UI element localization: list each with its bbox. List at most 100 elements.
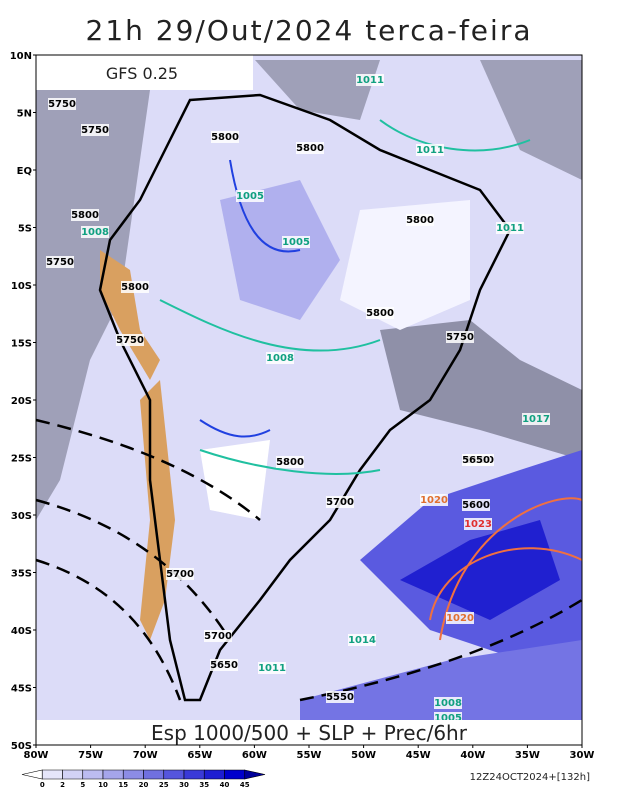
contour-label-bg <box>236 190 264 202</box>
contour-label-bg <box>81 124 109 136</box>
contour-label-bg <box>116 334 144 346</box>
precip-grey <box>255 60 380 120</box>
contour-label: 5800 <box>71 210 99 221</box>
lat-label: 20S <box>11 396 32 407</box>
contour-label: 5600 <box>462 500 490 511</box>
contour-label: 1020 <box>446 613 474 624</box>
contour-label-bg <box>211 131 239 143</box>
run-info: 12Z24OCT2024+[132h] <box>470 772 590 783</box>
contour-label-bg <box>296 142 324 154</box>
map-area: 5750 5750 5800 5800 5800 5800 5750 5800 5750 5750… <box>35 54 583 746</box>
lon-label: 80W <box>24 750 49 761</box>
contour-label: 1011 <box>496 223 524 234</box>
contour-label: 5800 <box>406 215 434 226</box>
lat-label: 40S <box>11 626 32 637</box>
title: 21h 29/Out/2024 terca-feira <box>86 14 533 47</box>
caption: Esp 1000/500 + SLP + Prec/6hr <box>151 721 468 745</box>
isobar <box>159 119 531 475</box>
coastline <box>98 93 512 702</box>
colorbar-swatch <box>62 769 84 780</box>
contour-label: 1020 <box>420 495 448 506</box>
contour-label-bg <box>282 236 310 248</box>
contour-label: 1011 <box>416 145 444 156</box>
lon-label: 55W <box>297 750 322 761</box>
contour-label-bg <box>406 214 434 226</box>
precip-blue <box>300 640 582 720</box>
colorbar-label: 5 <box>80 781 85 789</box>
lon-label: 35W <box>515 750 540 761</box>
contour-labels: 5750 5750 5800 5800 5800 5800 5750 5800 5750 5750… <box>46 74 550 724</box>
lat-label: 5S <box>18 224 32 235</box>
colorbar-label: 0 <box>40 781 45 789</box>
contour-label-bg <box>462 499 490 511</box>
colorbar-swatch <box>183 769 205 780</box>
model-box <box>36 55 253 90</box>
contour-label: 5800 <box>296 143 324 154</box>
contour-label: 5750 <box>48 99 76 110</box>
contour-label-bg <box>266 352 294 364</box>
precip-grey <box>36 90 150 520</box>
colorbar-label: 30 <box>179 781 189 789</box>
contour-label: 5700 <box>204 631 232 642</box>
lat-label: EQ <box>17 166 32 177</box>
contour-label-bg <box>46 256 74 268</box>
andes <box>100 250 160 380</box>
isobar <box>429 497 583 641</box>
lon-label: 45W <box>406 750 431 761</box>
colorbar-swatch <box>102 769 124 780</box>
lat-label: 50S <box>11 741 32 752</box>
contour-label: 5650 <box>462 455 490 466</box>
contour-label-bg <box>210 659 238 671</box>
lon-label: 75W <box>78 750 103 761</box>
contour-label: 1005 <box>236 191 264 202</box>
colorbar-swatch <box>122 769 144 780</box>
caption-box <box>36 720 582 745</box>
colorbar-label: 45 <box>240 781 250 789</box>
contour-label-bg <box>276 456 304 468</box>
contour-label: 5750 <box>116 335 144 346</box>
colorbar: 0 2 5 10 15 20 25 30 35 40 45 <box>21 769 266 789</box>
contour-label-bg <box>496 222 524 234</box>
contour-label-bg <box>204 630 232 642</box>
contour-label: 1005 <box>434 713 462 724</box>
lat-label: 45S <box>11 684 32 695</box>
lon-label: 70W <box>133 750 158 761</box>
contour-label: 1014 <box>348 635 376 646</box>
lat-label: 5N <box>17 109 32 120</box>
lat-label: 30S <box>11 511 32 522</box>
colorbar-swatch <box>244 769 266 780</box>
contour-label-bg <box>420 494 448 506</box>
lat-label: 25S <box>11 454 32 465</box>
colorbar-swatch <box>163 769 185 780</box>
lon-label: 30W <box>570 750 595 761</box>
colorbar-label: 2 <box>60 781 65 789</box>
contour-label: 5550 <box>326 692 354 703</box>
colorbar-label: 40 <box>220 781 230 789</box>
contour-label-bg <box>121 281 149 293</box>
colorbar-label: 15 <box>118 781 128 789</box>
contour-label: 5800 <box>211 132 239 143</box>
contour-label-bg <box>366 307 394 319</box>
model-label: GFS 0.25 <box>106 64 178 83</box>
lat-label: 35S <box>11 569 32 580</box>
contour-label-bg <box>446 612 474 624</box>
contour-label-bg <box>464 518 492 530</box>
contour-label: 5700 <box>166 569 194 580</box>
contour-label-bg <box>348 634 376 646</box>
contour-label-bg <box>81 226 109 238</box>
contour-label-bg <box>446 331 474 343</box>
contour-label: 5650 <box>210 660 238 671</box>
contour-label: 1008 <box>266 353 294 364</box>
contour-label: 5750 <box>446 332 474 343</box>
contour-label: 1011 <box>356 75 384 86</box>
precip-grey <box>480 60 582 180</box>
contour-label: 5750 <box>46 257 74 268</box>
lon-label: 60W <box>242 750 267 761</box>
contour-label: 1023 <box>464 519 492 530</box>
contour-label: 1005 <box>282 237 310 248</box>
contour-label-bg <box>258 662 286 674</box>
dry-area <box>340 200 470 330</box>
